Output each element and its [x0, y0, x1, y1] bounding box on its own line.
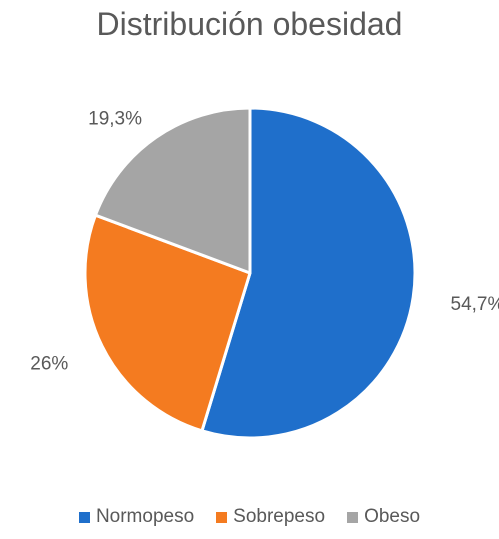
data-label-normopeso: 54,7% — [451, 294, 499, 315]
chart-legend: Normopeso Sobrepeso Obeso — [0, 506, 499, 528]
chart-title: Distribución obesidad — [96, 6, 403, 42]
pie-data-labels: 54,7% 26% 19,3% — [30, 108, 499, 374]
legend-item-normopeso: Normopeso — [78, 506, 195, 528]
legend-label: Sobrepeso — [233, 506, 326, 527]
pie-slice-sobrepeso — [83, 213, 252, 433]
legend-item-sobrepeso: Sobrepeso — [216, 506, 325, 528]
legend-label: Normopeso — [95, 506, 195, 527]
pie-slice-normopeso — [200, 106, 417, 440]
pie-slice-obeso — [93, 106, 252, 275]
legend-item-obeso: Obeso — [347, 506, 420, 528]
legend-swatch — [216, 511, 228, 523]
data-label-obeso: 19,3% — [88, 108, 142, 129]
data-label-sobrepeso: 26% — [30, 354, 68, 375]
pie-slices — [83, 106, 417, 440]
legend-swatch — [78, 511, 90, 523]
legend-label: Obeso — [364, 506, 421, 527]
legend-swatch — [347, 511, 359, 523]
